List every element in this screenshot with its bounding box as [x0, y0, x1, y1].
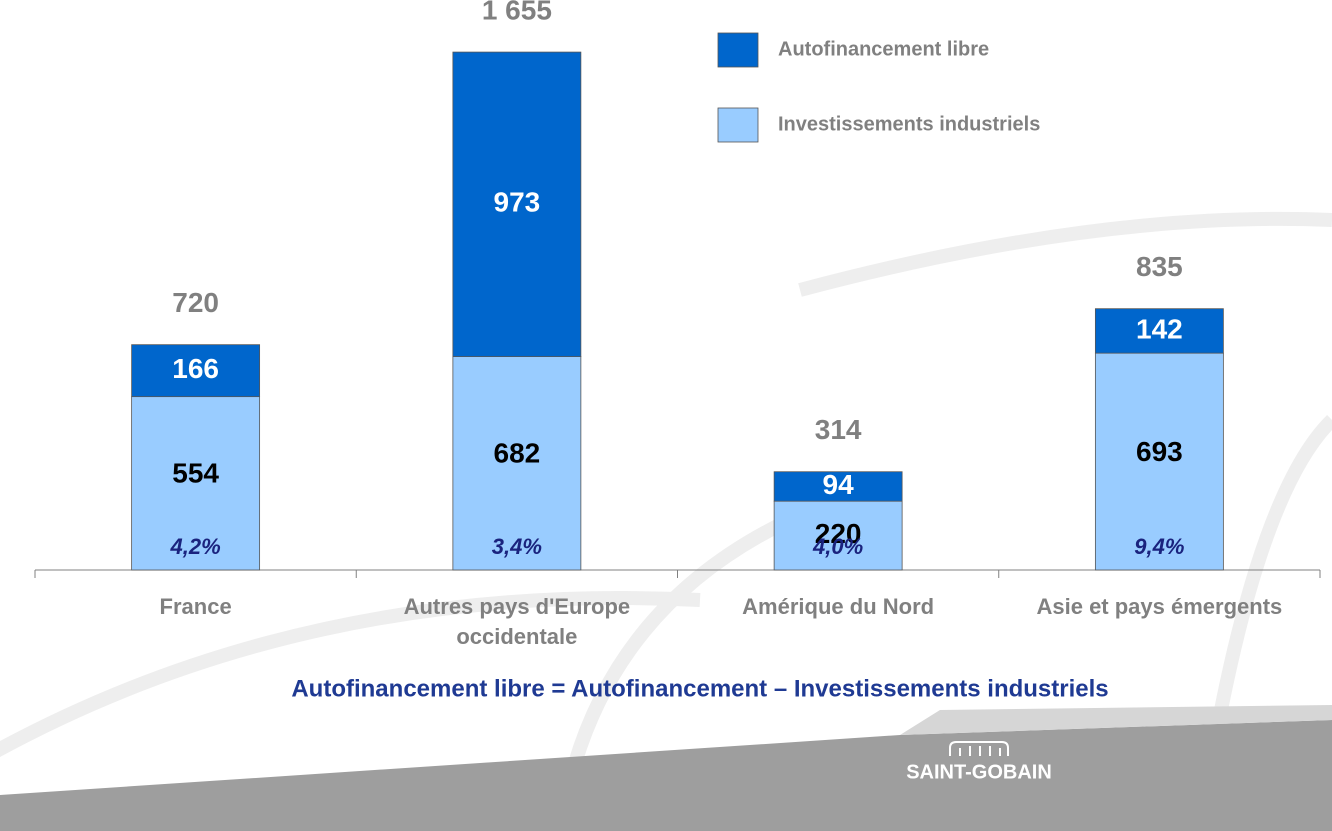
value-label: 166 — [172, 353, 219, 384]
value-label: 973 — [494, 187, 541, 218]
annotation: Autofinancement libre = Autofinancement … — [291, 675, 1108, 702]
bar-segment — [452, 356, 582, 571]
footer-edge — [900, 705, 1332, 735]
rate-label: 4,0% — [812, 534, 863, 559]
value-label: 693 — [1136, 436, 1183, 467]
bar-segment — [131, 344, 261, 398]
bar-segment — [773, 500, 903, 571]
value-label: 682 — [494, 438, 541, 469]
bar-segment — [452, 51, 582, 357]
total-label: 835 — [1136, 251, 1183, 282]
rate-label: 3,4% — [492, 534, 542, 559]
bar-segment — [1094, 308, 1224, 354]
rate-label: 9,4% — [1134, 534, 1184, 559]
total-label: 1 655 — [482, 0, 552, 25]
rate-label: 4,2% — [170, 534, 221, 559]
logo: SAINT-GOBAIN — [906, 761, 1052, 783]
footer-band — [0, 720, 1332, 831]
x-tick-label: France — [159, 594, 232, 619]
x-tick-label: Amérique du Nord — [742, 594, 935, 619]
value-label: 142 — [1136, 313, 1183, 344]
legend-label: Autofinancement libre — [778, 38, 989, 60]
bar-segment — [131, 396, 261, 571]
value-label: 220 — [815, 518, 862, 549]
bar-segment — [773, 471, 903, 502]
total-label: 314 — [815, 414, 862, 445]
legend-label: Investissements industriels — [778, 113, 1040, 135]
value-label: 554 — [172, 458, 219, 489]
x-tick-label: Asie et pays émergents — [1036, 594, 1283, 619]
legend-swatch — [717, 32, 759, 68]
legend-swatch — [717, 107, 759, 143]
value-label: 94 — [823, 469, 855, 500]
x-tick-label: Autres pays d'Europe occidentale — [403, 594, 631, 649]
logo-mark — [949, 741, 1009, 756]
total-label: 720 — [172, 287, 219, 318]
